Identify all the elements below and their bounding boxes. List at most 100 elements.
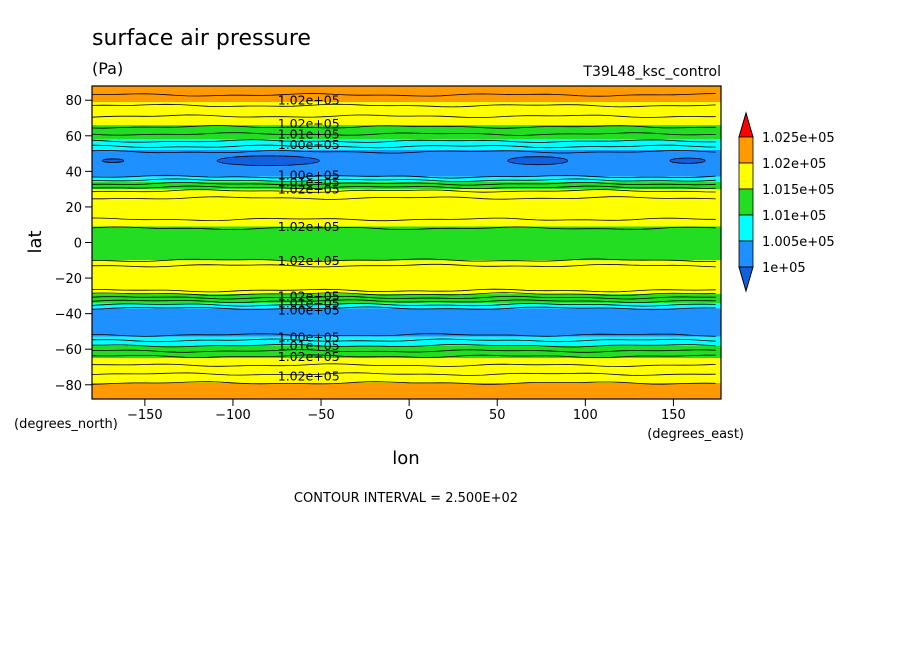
- plot-area: 1.02e+051.02e+051.01e+051.00e+051.00e+05…: [92, 86, 721, 399]
- contour-label: 1.00e+05: [278, 167, 340, 182]
- contour-line: [92, 299, 716, 303]
- low-pressure-cell: [102, 158, 125, 163]
- contour-line: [92, 302, 716, 307]
- colorbar-label: 1.015e+05: [762, 183, 835, 198]
- y-tick-label: 20: [65, 201, 82, 216]
- contour-label: 1.02e+05: [278, 219, 340, 234]
- contour-band: [92, 139, 721, 151]
- contour-line: [92, 189, 716, 193]
- colorbar-swatch: [738, 188, 754, 216]
- x-tick-label: 50: [489, 408, 506, 423]
- colorbar-label: 1.005e+05: [762, 235, 835, 250]
- colorbar: 1.025e+05 1.02e+05 1.015e+05 1.01e+05 1.005e…: [738, 111, 835, 293]
- low-pressure-cell: [507, 156, 569, 166]
- contour-label: 1.02e+05: [278, 368, 340, 383]
- contour-band: [92, 86, 721, 103]
- contour-band: [92, 382, 721, 399]
- contour-line: [92, 144, 716, 149]
- contour-label: 1.02e+05: [278, 182, 340, 197]
- contour-line: [92, 114, 716, 118]
- contour-line: [92, 139, 716, 143]
- x-tick-label: −100: [215, 408, 251, 423]
- contour-band: [92, 308, 721, 337]
- contour-line: [92, 295, 716, 300]
- colorbar-label: 1.025e+05: [762, 131, 835, 146]
- x-units-label: (degrees_east): [647, 427, 744, 442]
- colorbar-swatch: [738, 136, 754, 164]
- contour-band: [92, 260, 721, 295]
- contour-line: [92, 263, 716, 268]
- contour-label: 1.02e+05: [278, 349, 340, 364]
- y-axis: −80 −60 −40 −20 0 20 40 60 80: [55, 94, 92, 394]
- low-pressure-cell: [669, 157, 706, 164]
- x-tick-label: 0: [405, 408, 413, 423]
- x-axis: −150 −100 −50 0 50 100 150: [127, 399, 686, 423]
- contour-line: [92, 258, 716, 262]
- y-tick-label: −60: [55, 343, 82, 358]
- colorbar-over-triangle: [738, 111, 754, 138]
- contour-label: 1.02e+05: [278, 93, 340, 108]
- colorbar-label: 1.02e+05: [762, 157, 826, 172]
- contour-label: 1.02e+05: [278, 288, 340, 303]
- contour-line: [92, 132, 716, 136]
- y-tick-label: 0: [74, 237, 82, 252]
- low-pressure-cell: [216, 155, 320, 166]
- contour-line: [92, 217, 716, 222]
- contour-label: 1.01e+05: [278, 127, 340, 142]
- colorbar-label: 1.01e+05: [762, 209, 826, 224]
- contour-line: [92, 363, 716, 368]
- y-tick-label: −20: [55, 272, 82, 287]
- contour-band: [92, 336, 721, 346]
- contour-band: [92, 125, 721, 140]
- contour-label: 1.01e+05: [278, 338, 340, 353]
- y-axis-label: lat: [25, 230, 46, 253]
- contour-label: 1.00e+05: [278, 303, 340, 318]
- x-axis-label: lon: [392, 448, 419, 469]
- chart-title: surface air pressure: [92, 26, 311, 51]
- contour-line: [92, 125, 716, 129]
- x-tick-label: −150: [127, 408, 163, 423]
- contour-line: [92, 196, 716, 200]
- y-tick-label: −40: [55, 308, 82, 323]
- contour-line: [92, 372, 716, 376]
- colorbar-swatch: [738, 162, 754, 190]
- colorbar-swatch: [738, 240, 754, 268]
- contour-interval-label: CONTOUR INTERVAL = 2.500E+02: [294, 491, 518, 506]
- y-tick-label: 40: [65, 165, 82, 180]
- contour-band: [92, 150, 721, 177]
- contour-label: 1.01e+05: [278, 175, 340, 190]
- contour-line: [92, 333, 716, 337]
- units-label: (Pa): [92, 59, 123, 78]
- contour-label: 1.00e+05: [278, 137, 340, 152]
- colorbar-under-triangle: [738, 266, 754, 293]
- contour-line: [92, 349, 716, 353]
- contour-label: 1.02e+05: [278, 253, 340, 268]
- contour-band: [92, 182, 721, 190]
- contour-band: [92, 102, 721, 126]
- contour-line: [92, 288, 716, 293]
- contour-line: [92, 306, 716, 311]
- contour-line: [92, 182, 716, 186]
- contour-line: [92, 381, 716, 385]
- contour-line: [92, 185, 716, 190]
- contour-band: [92, 358, 721, 383]
- contour-line: [92, 292, 716, 296]
- y-tick-label: 80: [65, 94, 82, 109]
- x-tick-label: 100: [573, 408, 598, 423]
- run-label: T39L48_ksc_control: [582, 64, 721, 80]
- y-tick-label: −80: [55, 379, 82, 394]
- colorbar-swatch: [738, 214, 754, 242]
- contour-line: [92, 226, 716, 231]
- contour-line: [92, 178, 716, 183]
- contour-line: [92, 343, 716, 348]
- contour-label: 1.00e+05: [278, 329, 340, 344]
- contour-line: [92, 149, 716, 154]
- contour-line: [92, 338, 716, 343]
- colorbar-label: 1e+05: [762, 261, 806, 276]
- x-tick-label: 150: [661, 408, 686, 423]
- contour-band: [92, 226, 721, 261]
- contour-line: [92, 174, 716, 179]
- contour-band: [92, 189, 721, 227]
- contour-line: [92, 354, 716, 359]
